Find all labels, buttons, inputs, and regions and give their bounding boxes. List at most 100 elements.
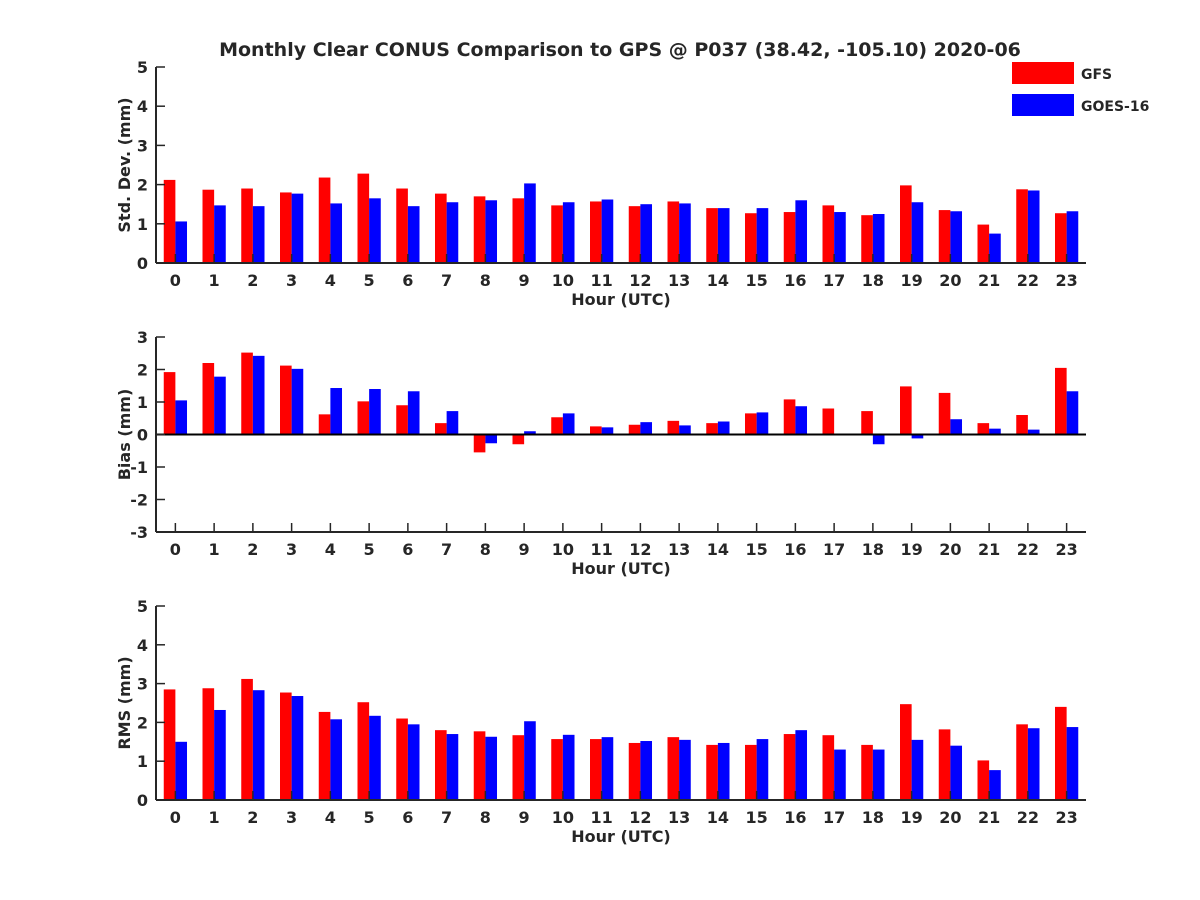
rms-series-gfs [163, 678, 1067, 800]
bias-x-tick-label: 13 [668, 540, 690, 559]
rms-y-tick-label: 2 [137, 713, 148, 732]
std-dev-bar-gfs-14 [706, 208, 718, 263]
rms-x-tick-label: 22 [1017, 808, 1039, 827]
bias-x-tick-label: 14 [707, 540, 729, 559]
legend-label-goes16: GOES-16 [1081, 99, 1149, 115]
bias-x-axis-label: Hour (UTC) [571, 559, 671, 578]
bias-bar-gfs-20 [938, 392, 951, 435]
rms-bar-gfs-2 [241, 678, 253, 800]
bias-bar-goes-16-14 [717, 421, 730, 435]
bias-bar-gfs-10 [551, 417, 563, 435]
std-dev-bar-goes-16-21 [989, 233, 1001, 263]
rms-x-tick-label: 15 [745, 808, 767, 827]
std-dev-x-tick-label: 14 [707, 271, 729, 290]
rms-bar-gfs-17 [822, 735, 835, 800]
bias-x-tick-label: 0 [170, 540, 181, 559]
rms-bar-goes-16-12 [640, 741, 653, 800]
std-dev-x-tick-label: 22 [1017, 271, 1039, 290]
std-dev-bar-gfs-4 [318, 177, 331, 263]
std-dev-bar-goes-16-1 [214, 205, 226, 263]
rms-bar-goes-16-18 [872, 749, 885, 800]
std-dev-x-tick-label: 0 [170, 271, 181, 290]
rms-bar-gfs-9 [512, 735, 525, 800]
bias-bar-goes-16-10 [562, 413, 575, 435]
rms-bar-goes-16-15 [756, 739, 769, 800]
rms-x-tick-label: 8 [480, 808, 491, 827]
std-dev-bar-gfs-2 [241, 188, 253, 263]
rms-bar-gfs-22 [1016, 724, 1028, 800]
rms-x-tick-label: 18 [862, 808, 884, 827]
std-dev-bar-goes-16-23 [1066, 211, 1079, 263]
bias-bar-goes-16-6 [407, 391, 420, 435]
bias-bar-goes-16-3 [291, 368, 304, 435]
rms-bar-goes-16-10 [562, 734, 575, 800]
bias-bar-goes-16-19 [911, 434, 924, 439]
std-dev-x-tick-label: 9 [519, 271, 530, 290]
std-dev-bar-goes-16-3 [291, 193, 304, 263]
rms-bar-goes-16-16 [795, 730, 808, 800]
rms-bar-goes-16-5 [369, 715, 381, 800]
bias-x-tick-label: 2 [247, 540, 258, 559]
rms-bar-goes-16-20 [950, 745, 963, 800]
rms-bar-gfs-14 [706, 744, 718, 800]
std-dev-bar-goes-16-16 [795, 200, 808, 263]
std-dev-bar-gfs-0 [163, 179, 176, 263]
std-dev-x-tick-label: 20 [939, 271, 961, 290]
std-dev-bar-goes-16-9 [524, 183, 536, 263]
bias-bar-gfs-19 [900, 386, 912, 435]
bias-bar-gfs-5 [357, 401, 370, 435]
std-dev-bar-gfs-23 [1055, 213, 1067, 263]
bias-y-tick-label: 2 [137, 361, 148, 380]
bias-x-tick-label: 9 [519, 540, 530, 559]
std-dev-x-tick-label: 16 [784, 271, 806, 290]
std-dev-y-tick-label: 0 [137, 254, 148, 273]
rms-x-tick-label: 20 [939, 808, 961, 827]
rms-bar-goes-16-3 [291, 696, 304, 800]
rms-bar-goes-16-23 [1066, 727, 1079, 800]
bias-bar-goes-16-0 [175, 400, 188, 435]
rms-x-tick-label: 4 [325, 808, 336, 827]
rms-x-tick-label: 9 [519, 808, 530, 827]
std-dev-x-tick-label: 23 [1055, 271, 1077, 290]
std-dev-bar-goes-16-15 [756, 208, 769, 263]
bias-bar-gfs-17 [822, 408, 835, 435]
rms-bar-goes-16-17 [834, 749, 846, 800]
bias-x-tick-label: 22 [1017, 540, 1039, 559]
bias-bar-gfs-15 [745, 413, 757, 435]
rms-bar-gfs-5 [357, 702, 370, 800]
bias-x-tick-label: 5 [364, 540, 375, 559]
bias-series-gfs [163, 352, 1067, 453]
std-dev-bar-goes-16-13 [679, 203, 691, 263]
legend-label-gfs: GFS [1081, 67, 1112, 83]
rms-bar-goes-16-6 [407, 724, 420, 800]
std-dev-bar-gfs-13 [667, 201, 680, 263]
rms-y-tick-label: 3 [137, 675, 148, 694]
std-dev-bar-gfs-10 [551, 205, 563, 263]
std-dev-bar-goes-16-2 [252, 206, 265, 263]
bias-bar-gfs-12 [628, 424, 641, 435]
rms-y-tick-label: 5 [137, 597, 148, 616]
bias-bar-gfs-8 [473, 434, 486, 453]
legend-swatch-gfs [1012, 62, 1074, 84]
bias-bar-gfs-9 [512, 434, 525, 445]
std-dev-x-tick-label: 2 [247, 271, 258, 290]
bias-bar-gfs-22 [1016, 415, 1028, 435]
bias-bar-goes-16-8 [485, 434, 498, 444]
bias-x-tick-label: 10 [552, 540, 574, 559]
std-dev-bar-goes-16-19 [911, 202, 924, 263]
bias-bar-goes-16-21 [989, 428, 1001, 435]
bias-bar-goes-16-20 [950, 419, 963, 435]
bias-bar-goes-16-11 [601, 427, 614, 435]
bias-bar-goes-16-15 [756, 412, 769, 435]
std-dev-bar-goes-16-5 [369, 198, 381, 263]
std-dev-y-axis-label: Std. Dev. (mm) [115, 97, 134, 232]
std-dev-x-tick-label: 11 [590, 271, 612, 290]
bias-series-goes-16 [175, 355, 1079, 445]
std-dev-bar-goes-16-18 [872, 214, 885, 263]
std-dev-bar-gfs-5 [357, 173, 370, 263]
std-dev-x-tick-label: 10 [552, 271, 574, 290]
std-dev-bar-gfs-6 [396, 188, 408, 263]
bias-y-tick-label: 0 [137, 426, 148, 445]
rms-x-tick-label: 10 [552, 808, 574, 827]
